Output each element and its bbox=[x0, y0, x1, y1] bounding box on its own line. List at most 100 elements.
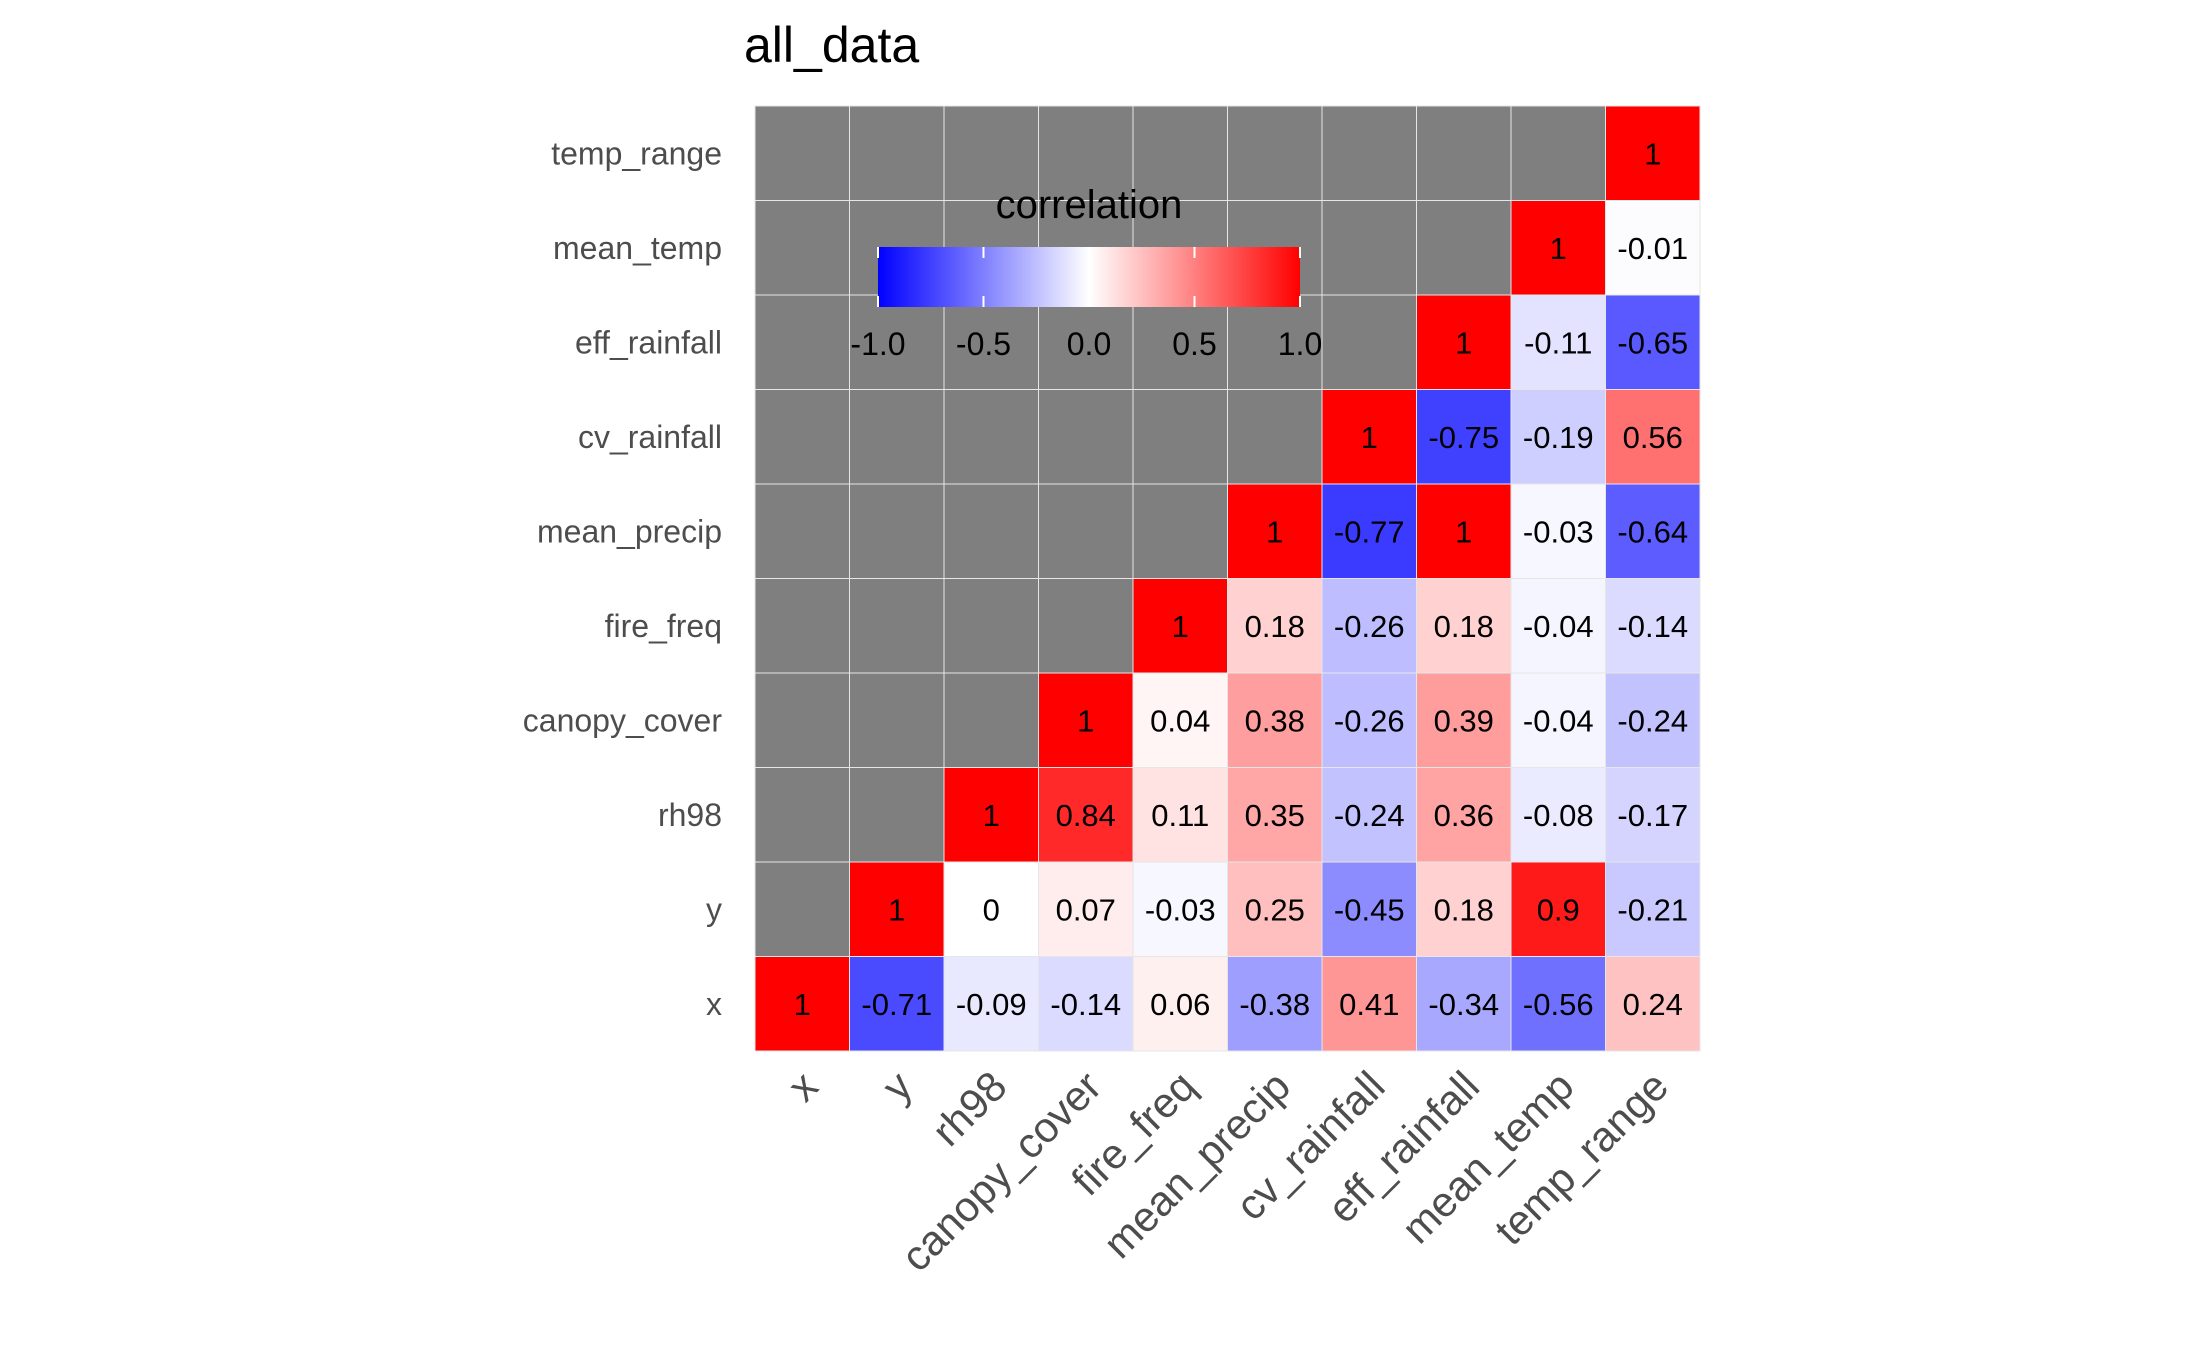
heatmap-cell bbox=[1416, 483, 1512, 579]
cell-value-label: 0.24 bbox=[1623, 987, 1683, 1022]
heatmap-cell bbox=[1605, 200, 1701, 296]
heatmap-cell bbox=[943, 483, 1039, 579]
cell-value-label: -0.14 bbox=[1617, 609, 1688, 644]
heatmap-cell bbox=[1416, 389, 1512, 485]
y-axis-labels: x y rh98 canopy_cover fire_freq mean_precip cv… bbox=[523, 135, 723, 1022]
heatmap-cell bbox=[1038, 767, 1134, 863]
heatmap-cell bbox=[1038, 105, 1134, 201]
cell-value-label: 1 bbox=[983, 798, 1000, 833]
x-tick-label: y bbox=[873, 1062, 921, 1110]
heatmap-cell bbox=[1132, 483, 1228, 579]
heatmap-cell bbox=[1321, 105, 1417, 201]
cell-value-label: -0.09 bbox=[956, 987, 1027, 1022]
heatmap-cell bbox=[1321, 200, 1417, 296]
heatmap-cell bbox=[754, 672, 850, 768]
heatmap-cell bbox=[1227, 105, 1323, 201]
heatmap-cell bbox=[1510, 861, 1606, 957]
cell-value-label: -0.21 bbox=[1617, 892, 1688, 927]
x-axis-labels: x y rh98canopy_coverfire_freqmean_precipcv… bbox=[779, 1062, 1678, 1280]
heatmap-cell bbox=[849, 389, 945, 485]
heatmap-cell bbox=[1132, 861, 1228, 957]
heatmap-cell bbox=[1416, 200, 1512, 296]
y-tick-label: canopy_cover bbox=[523, 702, 723, 738]
heatmap-cell bbox=[1038, 483, 1134, 579]
x-tick-label: x bbox=[779, 1062, 827, 1110]
cell-value-label: 0.18 bbox=[1434, 609, 1494, 644]
heatmap-cell bbox=[754, 861, 850, 957]
heatmap-cell bbox=[849, 956, 945, 1052]
heatmap-cell bbox=[943, 105, 1039, 201]
heatmap-cell bbox=[1227, 767, 1323, 863]
cell-value-label: -0.08 bbox=[1523, 798, 1594, 833]
cell-value-label: -0.45 bbox=[1334, 892, 1405, 927]
heatmap-cells: 1 -0.71 -0.09 -0.14 0.06 -0.38 0.41 -0.34 -0.56 0… bbox=[754, 105, 1701, 1052]
cell-value-label: -0.26 bbox=[1334, 703, 1405, 738]
heatmap-cell bbox=[1605, 389, 1701, 485]
cell-value-label: 1 bbox=[1266, 514, 1283, 549]
heatmap-cell bbox=[1321, 956, 1417, 1052]
y-tick-label: mean_precip bbox=[537, 513, 722, 549]
y-tick-label: y bbox=[706, 891, 722, 927]
heatmap-cell bbox=[849, 672, 945, 768]
y-tick-label: x bbox=[706, 986, 722, 1022]
heatmap-cell bbox=[1416, 105, 1512, 201]
heatmap-cell bbox=[1227, 483, 1323, 579]
cell-value-label: 0.9 bbox=[1537, 892, 1580, 927]
heatmap-cell bbox=[943, 389, 1039, 485]
cell-value-label: -0.56 bbox=[1523, 987, 1594, 1022]
cell-value-label: 1 bbox=[1644, 136, 1661, 171]
heatmap-cell bbox=[1605, 956, 1701, 1052]
heatmap-cell bbox=[1605, 861, 1701, 957]
cell-value-label: 1 bbox=[1455, 325, 1472, 360]
heatmap-cell bbox=[943, 578, 1039, 674]
cell-value-label: 0.56 bbox=[1623, 420, 1683, 455]
cell-value-label: 0.18 bbox=[1434, 892, 1494, 927]
cell-value-label: -0.11 bbox=[1524, 325, 1592, 360]
heatmap-cell bbox=[754, 956, 850, 1052]
heatmap-cell bbox=[1038, 578, 1134, 674]
legend-tick-label: 0.5 bbox=[1172, 326, 1216, 362]
heatmap-cell bbox=[1605, 105, 1701, 201]
cell-value-label: -0.24 bbox=[1617, 703, 1688, 738]
cell-value-label: -0.19 bbox=[1523, 420, 1594, 455]
y-tick-label: cv_rainfall bbox=[578, 419, 722, 455]
cell-value-label: 0.04 bbox=[1150, 703, 1210, 738]
heatmap-cell bbox=[1132, 578, 1228, 674]
cell-value-label: 0.38 bbox=[1245, 703, 1305, 738]
legend-title: correlation bbox=[996, 183, 1183, 227]
cell-value-label: 1 bbox=[794, 987, 811, 1022]
heatmap-cell bbox=[1132, 389, 1228, 485]
heatmap-cell bbox=[1416, 672, 1512, 768]
heatmap-cell bbox=[849, 767, 945, 863]
cell-value-label: -0.24 bbox=[1334, 798, 1405, 833]
heatmap-cell bbox=[943, 767, 1039, 863]
heatmap-cell bbox=[1510, 672, 1606, 768]
heatmap-cell bbox=[1321, 294, 1417, 390]
heatmap-cell bbox=[1038, 389, 1134, 485]
cell-value-label: 1 bbox=[1077, 703, 1094, 738]
cell-value-label: 1 bbox=[1361, 420, 1378, 455]
heatmap-cell bbox=[1132, 105, 1228, 201]
cell-value-label: 1 bbox=[1455, 514, 1472, 549]
y-tick-label: fire_freq bbox=[605, 608, 722, 644]
heatmap-cell bbox=[943, 672, 1039, 768]
cell-value-label: 0.18 bbox=[1245, 609, 1305, 644]
legend-tick-label: -1.0 bbox=[850, 326, 905, 362]
heatmap-cell bbox=[1227, 389, 1323, 485]
heatmap-cell bbox=[1510, 389, 1606, 485]
cell-value-label: -0.03 bbox=[1145, 892, 1216, 927]
cell-value-label: -0.26 bbox=[1334, 609, 1405, 644]
cell-value-label: 0.07 bbox=[1056, 892, 1116, 927]
heatmap-cell bbox=[1321, 672, 1417, 768]
heatmap-cell bbox=[1227, 672, 1323, 768]
cell-value-label: 0.06 bbox=[1150, 987, 1210, 1022]
cell-value-label: -0.03 bbox=[1523, 514, 1594, 549]
cell-value-label: 0.39 bbox=[1434, 703, 1494, 738]
heatmap-cell bbox=[754, 105, 850, 201]
cell-value-label: -0.75 bbox=[1428, 420, 1499, 455]
heatmap-cell bbox=[1038, 672, 1134, 768]
heatmap-cell bbox=[849, 483, 945, 579]
heatmap-cell bbox=[1605, 672, 1701, 768]
heatmap-cell bbox=[1510, 294, 1606, 390]
